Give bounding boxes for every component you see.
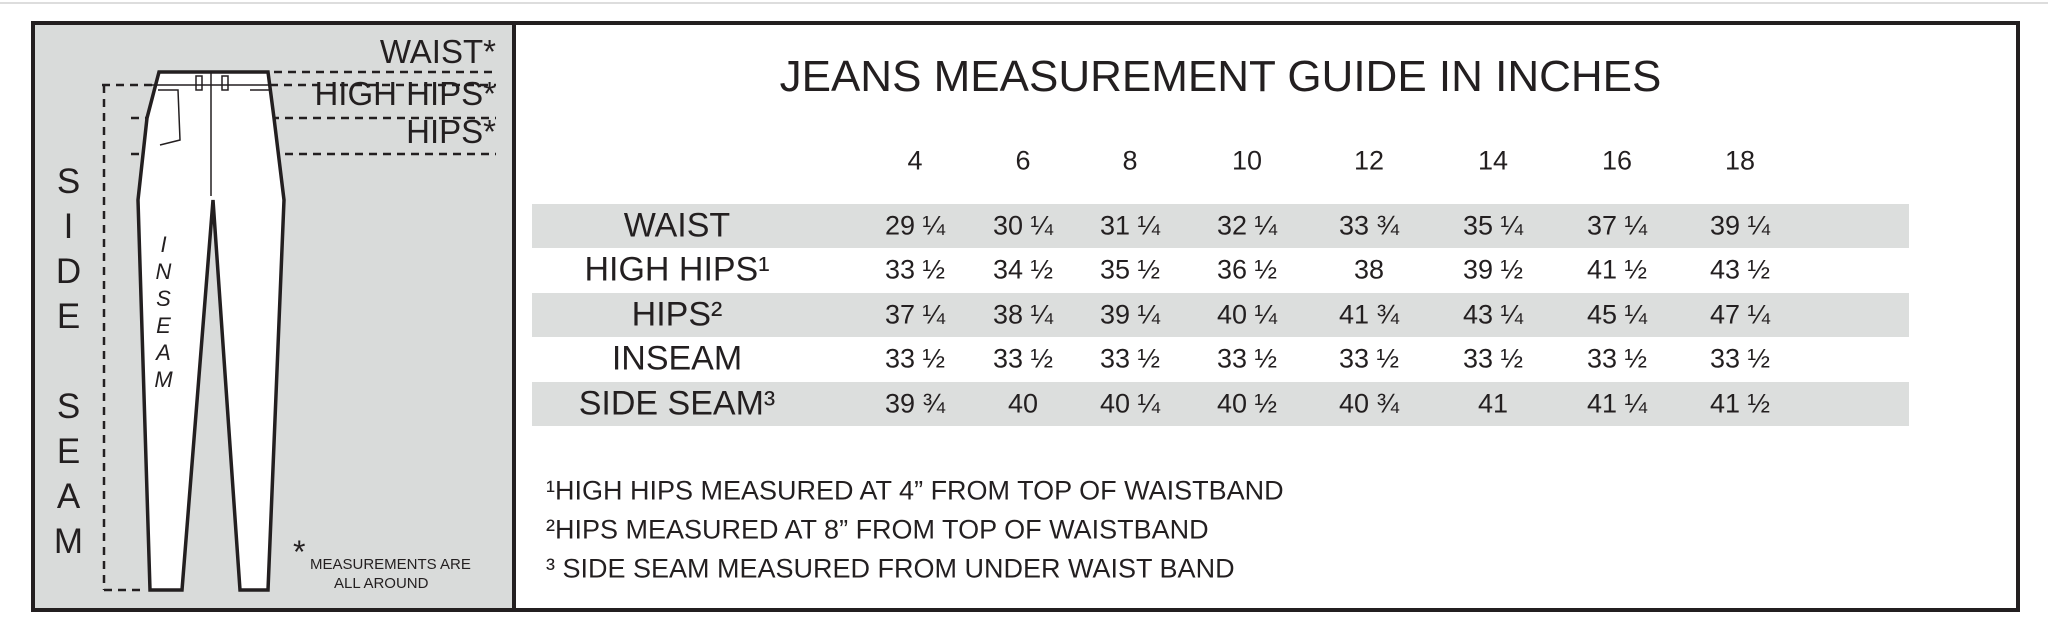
column-header: 6 xyxy=(1015,145,1031,176)
cell: 31 ¼ xyxy=(1099,210,1161,241)
cell: 32 ¼ xyxy=(1216,210,1278,241)
column-header: 4 xyxy=(907,145,923,176)
cell: 41 ¾ xyxy=(1338,299,1400,330)
cell: 33 ½ xyxy=(884,343,946,374)
cell: 33 ½ xyxy=(884,254,946,285)
note-line: MEASUREMENTS ARE xyxy=(310,556,471,573)
column-header: 18 xyxy=(1724,145,1756,176)
row-band xyxy=(532,204,1909,248)
row-label: HIGH HIPS¹ xyxy=(584,250,770,289)
cell: 40 ½ xyxy=(1216,388,1278,419)
cell: 34 ½ xyxy=(992,254,1054,285)
column-header: 8 xyxy=(1122,145,1138,176)
frame xyxy=(31,21,2020,612)
cell: 39 ¼ xyxy=(1099,299,1161,330)
cell: 33 ¾ xyxy=(1338,210,1400,241)
cell: 40 ¼ xyxy=(1099,388,1161,419)
cell: 41 ½ xyxy=(1586,254,1648,285)
cell: 37 ¼ xyxy=(1586,210,1648,241)
row-label: HIPS² xyxy=(631,295,723,334)
cell: 33 ½ xyxy=(1586,343,1648,374)
cell: 43 ¼ xyxy=(1462,299,1524,330)
row-label: SIDE SEAM³ xyxy=(578,384,776,423)
row-band xyxy=(532,382,1909,426)
cell: 35 ½ xyxy=(1099,254,1161,285)
cell: 47 ¼ xyxy=(1709,299,1771,330)
title: JEANS MEASUREMENT GUIDE IN INCHES xyxy=(779,52,1662,101)
cell: 40 xyxy=(1007,388,1039,419)
high-hips-label: HIGH HIPS* xyxy=(314,75,496,112)
cell: 39 ½ xyxy=(1462,254,1524,285)
hips-label: HIPS* xyxy=(406,113,496,150)
column-header: 16 xyxy=(1601,145,1633,176)
cell: 39 ¼ xyxy=(1709,210,1771,241)
cell: 33 ½ xyxy=(1709,343,1771,374)
column-header: 12 xyxy=(1353,145,1385,176)
cell: 41 ½ xyxy=(1709,388,1771,419)
column-header: 10 xyxy=(1231,145,1263,176)
cell: 33 ½ xyxy=(1338,343,1400,374)
cell: 41 xyxy=(1477,388,1509,419)
footnote: ¹HIGH HIPS MEASURED AT 4” FROM TOP OF WA… xyxy=(546,475,1284,506)
cell: 33 ½ xyxy=(1462,343,1524,374)
cell: 40 ¼ xyxy=(1216,299,1278,330)
note-mark: * xyxy=(293,534,306,570)
note-line: ALL AROUND xyxy=(334,575,429,592)
cell: 40 ¾ xyxy=(1338,388,1400,419)
cell: 41 ¼ xyxy=(1586,388,1648,419)
cell: 38 xyxy=(1353,254,1385,285)
footnote: ²HIPS MEASURED AT 8” FROM TOP OF WAISTBA… xyxy=(546,514,1209,545)
jeans-diagram xyxy=(102,70,496,592)
column-header: 14 xyxy=(1477,145,1509,176)
top-rule xyxy=(0,2,2048,4)
footnote: ³ SIDE SEAM MEASURED FROM UNDER WAIST BA… xyxy=(546,553,1235,584)
cell: 38 ¼ xyxy=(992,299,1054,330)
row-label: WAIST xyxy=(623,206,731,245)
row-band xyxy=(532,293,1909,337)
cell: 33 ½ xyxy=(1216,343,1278,374)
cell: 29 ¼ xyxy=(884,210,946,241)
cell: 37 ¼ xyxy=(884,299,946,330)
inseam-label: INSEAM xyxy=(151,232,176,394)
cell: 43 ½ xyxy=(1709,254,1771,285)
row-label: INSEAM xyxy=(611,339,743,378)
cell: 45 ¼ xyxy=(1586,299,1648,330)
cell: 35 ¼ xyxy=(1462,210,1524,241)
cell: 39 ¾ xyxy=(884,388,946,419)
waist-label: WAIST* xyxy=(379,33,496,70)
cell: 33 ½ xyxy=(1099,343,1161,374)
cell: 33 ½ xyxy=(992,343,1054,374)
cell: 30 ¼ xyxy=(992,210,1054,241)
side-seam-label: SIDE SEAM xyxy=(49,162,88,567)
cell: 36 ½ xyxy=(1216,254,1278,285)
